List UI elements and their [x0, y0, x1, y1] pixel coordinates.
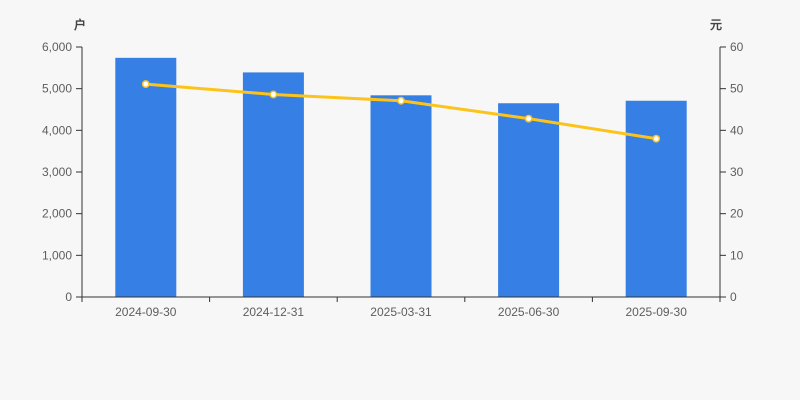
line-point-2024-12-31[interactable]	[269, 90, 278, 99]
y-axis-left-tick-label: 6,000	[42, 40, 72, 54]
bar-2025-06-30[interactable]	[498, 103, 560, 297]
bar-2024-12-31[interactable]	[242, 72, 304, 298]
axis-ticks-group: 0 1,000 2,000 3,000 4,000 5,000 6,000 0 10 20 30 40…	[42, 40, 744, 319]
x-axis-category-label: 2024-09-30	[115, 305, 177, 319]
y-axis-right-tick-label: 30	[730, 165, 744, 179]
y-axis-left-tick-label: 1,000	[42, 248, 72, 262]
y-axis-left-unit-label: 户	[74, 17, 86, 32]
bar-2024-09-30[interactable]	[115, 57, 177, 298]
y-axis-left-tick-label: 2,000	[42, 207, 72, 221]
y-axis-right-tick-label: 40	[730, 123, 744, 137]
y-axis-right-unit-label: 元	[710, 18, 722, 32]
y-axis-right-tick-label: 50	[730, 82, 744, 96]
x-axis-category-label: 2024-12-31	[243, 305, 305, 319]
y-axis-right-tick-label: 60	[730, 40, 744, 54]
y-axis-left-tick-label: 5,000	[42, 82, 72, 96]
bar-series-group	[115, 57, 687, 298]
x-axis-category-label: 2025-09-30	[626, 305, 688, 319]
y-axis-right-tick-label: 20	[730, 207, 744, 221]
bar-2025-09-30[interactable]	[625, 100, 687, 297]
bar-2025-03-31[interactable]	[370, 95, 432, 297]
y-axis-right-tick-label: 10	[730, 248, 744, 262]
x-axis-category-label: 2025-06-30	[498, 305, 560, 319]
line-point-2025-03-31[interactable]	[397, 96, 405, 105]
line-series-group	[141, 80, 661, 143]
y-axis-left-tick-label: 3,000	[42, 165, 72, 179]
y-axis-left-tick-label: 0	[65, 290, 72, 304]
y-axis-left-tick-label: 4,000	[42, 123, 72, 137]
line-point-2025-06-30[interactable]	[524, 114, 533, 123]
x-axis-category-label: 2025-03-31	[370, 305, 432, 319]
y-axis-right-tick-label: 0	[730, 290, 737, 304]
line-point-2025-09-30[interactable]	[652, 134, 661, 143]
line-point-2024-09-30[interactable]	[141, 80, 150, 89]
